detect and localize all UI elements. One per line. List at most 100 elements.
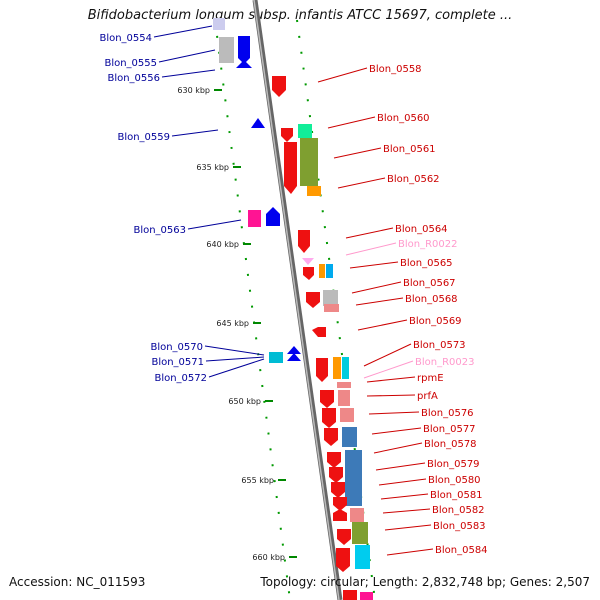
gene-blon-0580[interactable] (345, 450, 362, 506)
gene-blon-0576b[interactable] (340, 408, 354, 422)
tick-label: 655 kbp (241, 476, 274, 485)
gene-blon-0581a[interactable] (329, 467, 343, 483)
gene-blon-0573[interactable] (316, 358, 328, 382)
gene-blon-0571[interactable] (287, 346, 301, 354)
gene-blon-0568b[interactable] (324, 304, 339, 312)
gene-blon-0584[interactable] (337, 529, 351, 545)
gene-label-right[interactable]: Blon_R0022 (398, 239, 458, 250)
gene-blon-0565b[interactable] (319, 264, 325, 278)
label-leader-line (386, 548, 434, 556)
tick-label: 630 kbp (177, 86, 210, 95)
gene-blon-0563a[interactable] (248, 210, 261, 227)
gene-label-right[interactable]: Blon_0561 (383, 144, 436, 155)
gene-label-right[interactable]: Blon_0565 (400, 258, 453, 269)
gene-label-right[interactable]: Blon_0583 (433, 521, 486, 532)
gene-blon-0578[interactable] (342, 427, 357, 447)
label-leader-line (187, 219, 242, 230)
track-guides (214, 19, 376, 600)
gene-blon-0568[interactable] (306, 292, 320, 308)
tick-label: 645 kbp (216, 319, 249, 328)
gene-blon-0569[interactable] (312, 327, 326, 337)
gene-label-left[interactable]: Blon_0571 (151, 357, 204, 368)
gene-label-left[interactable]: Blon_0570 (150, 342, 203, 353)
gene-bottom-b[interactable] (360, 592, 373, 600)
gene-label-right[interactable]: Blon_0577 (423, 424, 476, 435)
label-leader-line (205, 356, 265, 362)
gene-label-right[interactable]: Blon_0569 (409, 316, 462, 327)
gene-blon-0563b[interactable] (266, 207, 280, 226)
label-leader-line (349, 261, 399, 269)
gene-label-right[interactable]: Blon_0560 (377, 113, 430, 124)
accession-text: Accession: NC_011593 (9, 575, 146, 589)
gene-blon-0583b[interactable] (352, 522, 368, 544)
gene-label-right[interactable]: Blon_0582 (432, 505, 485, 516)
gene-label-right[interactable]: Blon_0576 (421, 408, 474, 419)
gene-blon-0565[interactable] (303, 267, 314, 280)
gene-blon-0576[interactable] (322, 408, 336, 428)
rna-blon-r0022[interactable] (302, 258, 314, 265)
gene-blon-0570[interactable] (269, 352, 283, 363)
gene-blon-0565c[interactable] (326, 264, 333, 278)
gene-label-left[interactable]: Blon_0554 (99, 33, 152, 44)
gene-label-right[interactable]: rpmE (417, 373, 444, 384)
label-leader-line (158, 49, 216, 63)
gene-blon-0582[interactable] (333, 497, 347, 511)
gene-blon-0584c[interactable] (355, 545, 370, 569)
label-leader-line (357, 319, 408, 331)
label-leader-line (375, 462, 426, 471)
gene-bottom-a[interactable] (343, 590, 357, 600)
gene-label-right[interactable]: Blon_0573 (413, 340, 466, 351)
gene-blon-0558[interactable] (272, 76, 286, 97)
gene-blon-0564[interactable] (298, 230, 310, 253)
gene-label-right[interactable]: Blon_0579 (427, 459, 480, 470)
gene-prfa[interactable] (320, 390, 334, 408)
gene-label-right[interactable]: Blon_0558 (369, 64, 422, 75)
gene-blon-0567[interactable] (323, 290, 338, 306)
gene-blon-0572[interactable] (287, 353, 301, 361)
gene-label-right[interactable]: Blon_0564 (395, 224, 448, 235)
gene-label-left[interactable]: Blon_0556 (107, 73, 160, 84)
gene-label-right[interactable]: prfA (417, 391, 438, 402)
gene-label-right[interactable]: Blon_0580 (428, 475, 481, 486)
gene-label-right[interactable]: Blon_0581 (430, 490, 483, 501)
gene-blon-0554[interactable] (213, 18, 225, 30)
gene-blon-0560[interactable] (281, 128, 293, 142)
gene-blon-0561[interactable] (284, 142, 297, 194)
gene-label-left[interactable]: Blon_0563 (133, 225, 186, 236)
rna-blon-r0023[interactable] (342, 357, 349, 379)
gene-blon-0584b[interactable] (336, 548, 350, 572)
gene-label-right[interactable]: Blon_0578 (424, 439, 477, 450)
label-leader-line (345, 242, 397, 256)
gene-label-right[interactable]: Blon_R0023 (415, 357, 475, 368)
gene-blon-0582b[interactable] (350, 508, 364, 522)
label-leader-line (382, 508, 431, 514)
gene-blon-0583[interactable] (333, 509, 347, 521)
gene-blon-0561b[interactable] (300, 138, 318, 186)
gene-label-left[interactable]: Blon_0555 (104, 58, 157, 69)
gene-label-left[interactable]: Blon_0572 (154, 373, 207, 384)
label-leader-line (355, 297, 404, 306)
gene-blon-0559[interactable] (251, 118, 265, 128)
gene-blon-0556b[interactable] (236, 60, 252, 68)
gene-blon-0562[interactable] (307, 186, 321, 196)
left-gene-labels: Blon_0554 Blon_0555 Blon_0556 Blon_0559 Blon… (99, 25, 265, 384)
tick-label: 640 kbp (206, 240, 239, 249)
gene-label-right[interactable]: Blon_0584 (435, 545, 488, 556)
gene-label-left[interactable]: Blon_0559 (117, 132, 170, 143)
label-leader-line (204, 345, 265, 356)
gene-blon-0579[interactable] (327, 452, 341, 468)
gene-blon-0560b[interactable] (298, 124, 312, 138)
gene-label-right[interactable]: Blon_0562 (387, 174, 440, 185)
gene-blon-0556[interactable] (238, 36, 250, 64)
gene-blon-0555[interactable] (219, 37, 234, 63)
gene-rpme[interactable] (337, 382, 351, 388)
gene-label-right[interactable]: Blon_0568 (405, 294, 458, 305)
tick-label: 650 kbp (228, 397, 261, 406)
label-leader-line (351, 281, 402, 294)
gene-blon-0581b[interactable] (331, 482, 345, 498)
gene-label-right[interactable]: Blon_0567 (403, 278, 456, 289)
gene-prfa-b[interactable] (338, 390, 350, 406)
gene-blon-0573b[interactable] (333, 357, 341, 379)
gene-blon-0577[interactable] (324, 428, 338, 446)
